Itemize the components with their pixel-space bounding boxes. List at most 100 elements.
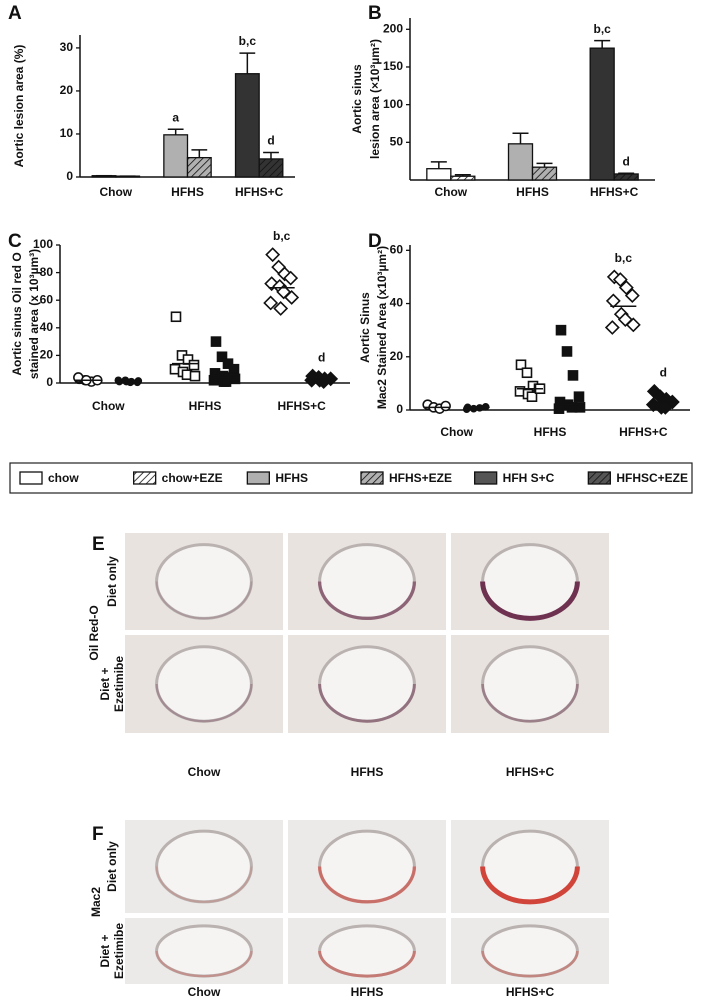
column-label: HFHS [351,765,384,779]
error-bar [536,162,553,168]
data-point [210,336,222,347]
bar [507,143,534,181]
x-tick-label: HFHS [189,399,222,413]
data-point [188,359,200,371]
data-point [567,370,579,381]
data-point [574,402,586,413]
row-label: Ezetimibe [112,656,126,712]
panel-letter: F [92,824,104,845]
row-label: Diet + [98,934,112,967]
vessel-wall [481,645,579,723]
legend-swatch [19,471,43,485]
y-tick-label: 10 [60,126,74,140]
stain-label: Oil Red-O [87,605,101,660]
error-bar [239,52,256,74]
data-point [229,373,241,385]
row-label: Diet + [98,667,112,700]
row-label: Diet only [105,556,119,607]
y-tick-label: 20 [60,83,74,97]
y-tick-label: 20 [390,349,404,363]
stain [317,866,417,904]
panel-letter: D [368,231,382,252]
stain [317,581,417,621]
significance-label: b,c [615,251,633,265]
y-tick-label: 100 [33,237,53,251]
error-bar [454,173,471,177]
y-axis-label: lesion area (×10³µm²) [368,39,382,159]
stain [480,581,580,621]
y-tick-label: 40 [390,296,404,310]
y-axis-label: Aortic Sinus [358,292,372,363]
vessel-wall [155,543,253,620]
data-point [284,290,300,305]
y-tick-label: 30 [60,40,74,54]
data-point [263,295,279,311]
legend-swatch [587,471,611,485]
data-point [515,359,527,371]
legend-label: HFHSC+EZE [616,471,688,485]
stain [481,683,579,723]
y-tick-label: 200 [383,21,403,35]
y-axis-label: stained area (x 10³µm³) [27,249,41,379]
error-bar [430,161,447,169]
bar [426,168,452,181]
y-tick-label: 40 [40,320,54,334]
legend-label: HFH S+C [503,471,555,485]
column-label: HFHS+C [506,985,555,999]
significance-label: b,c [239,34,257,48]
legend-label: chow+EZE [162,471,223,485]
significance-label: a [172,110,179,124]
error-bar [512,132,529,144]
data-point [220,376,232,387]
legend-label: HFHS+EZE [389,471,452,485]
bar [589,47,615,181]
panel-letter: B [368,3,382,24]
vessel-wall [481,924,579,978]
x-tick-label: HFHS+C [235,185,284,199]
stain [480,866,580,905]
panel-letter: C [8,231,22,252]
y-tick-label: 0 [396,402,403,416]
x-tick-label: Chow [99,185,132,199]
error-bar [263,151,279,159]
bar [163,134,189,178]
panel-letter: E [92,534,105,555]
significance-label: d [660,366,667,380]
data-point [624,288,640,303]
data-point [189,370,201,382]
x-tick-label: HFHS+C [619,425,668,439]
data-point [555,324,567,336]
data-point [618,280,634,296]
x-tick-label: Chow [92,399,125,413]
vessel-wall [155,924,253,978]
y-tick-label: 20 [40,348,54,362]
data-point [273,301,289,316]
vessel-wall [155,645,253,723]
column-label: Chow [188,765,221,779]
bar [531,166,558,181]
data-point [208,374,220,386]
bar [234,73,260,178]
x-tick-label: Chow [440,425,473,439]
stain [318,950,416,978]
column-label: HFHS [351,985,384,999]
stain [155,683,253,723]
error-bar [167,128,184,135]
data-point [605,293,621,309]
error-bar [191,149,208,158]
stain [155,581,253,620]
x-tick-label: HFHS+C [590,185,639,199]
legend-swatch [360,471,384,485]
y-tick-label: 0 [66,169,73,183]
data-point [277,266,293,282]
significance-label: d [267,134,274,148]
error-bar [618,172,635,174]
y-axis-label: Mac2 Stained Area (x10³µm²) [375,246,389,409]
bar [613,173,639,181]
data-point [604,320,620,335]
panel-letter: A [8,3,22,24]
data-point [283,270,299,286]
data-point [553,403,565,414]
data-point [222,358,234,369]
